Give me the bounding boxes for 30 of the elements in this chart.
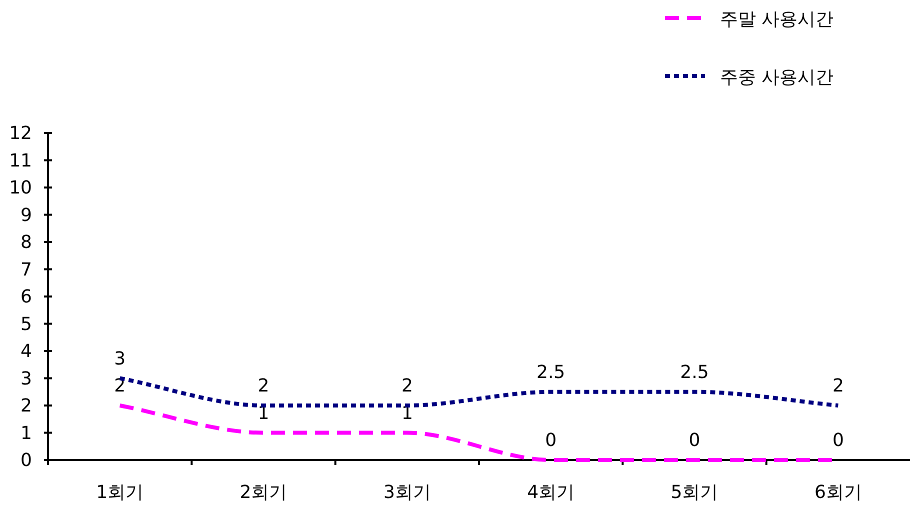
data-label: 2.5 — [680, 362, 709, 383]
x-tick-label: 4회기 — [527, 482, 575, 503]
y-tick-label: 10 — [9, 178, 32, 198]
y-tick-label: 12 — [9, 123, 32, 144]
x-tick-label: 1회기 — [96, 482, 144, 503]
data-label: 0 — [545, 430, 557, 451]
y-tick-label: 2 — [20, 396, 32, 416]
legend-label: 주말 사용시간 — [720, 9, 834, 30]
data-label: 0 — [688, 430, 700, 451]
y-tick-label: 8 — [20, 232, 32, 253]
data-label: 0 — [832, 430, 844, 451]
x-tick-label: 5회기 — [670, 482, 718, 503]
y-tick-label: 5 — [20, 314, 32, 335]
y-tick-label: 6 — [20, 286, 32, 308]
data-label: 3 — [114, 348, 126, 370]
y-tick-label: 4 — [20, 341, 32, 362]
y-tick-label: 11 — [9, 150, 32, 172]
x-tick-label: 2회기 — [240, 482, 288, 503]
data-label: 2.5 — [536, 362, 566, 383]
x-tick-label: 6회기 — [814, 482, 862, 503]
data-label: 2 — [258, 376, 270, 396]
legend-label: 주중 사용시간 — [720, 67, 834, 88]
y-tick-label: 9 — [20, 204, 32, 226]
data-label: 2 — [832, 376, 844, 396]
y-tick-label: 1 — [20, 422, 32, 444]
y-tick-label: 0 — [20, 450, 32, 471]
data-label: 2 — [401, 376, 413, 396]
y-tick-label: 3 — [20, 368, 32, 390]
x-tick-label: 3회기 — [383, 482, 431, 503]
y-tick-label: 7 — [20, 259, 32, 280]
